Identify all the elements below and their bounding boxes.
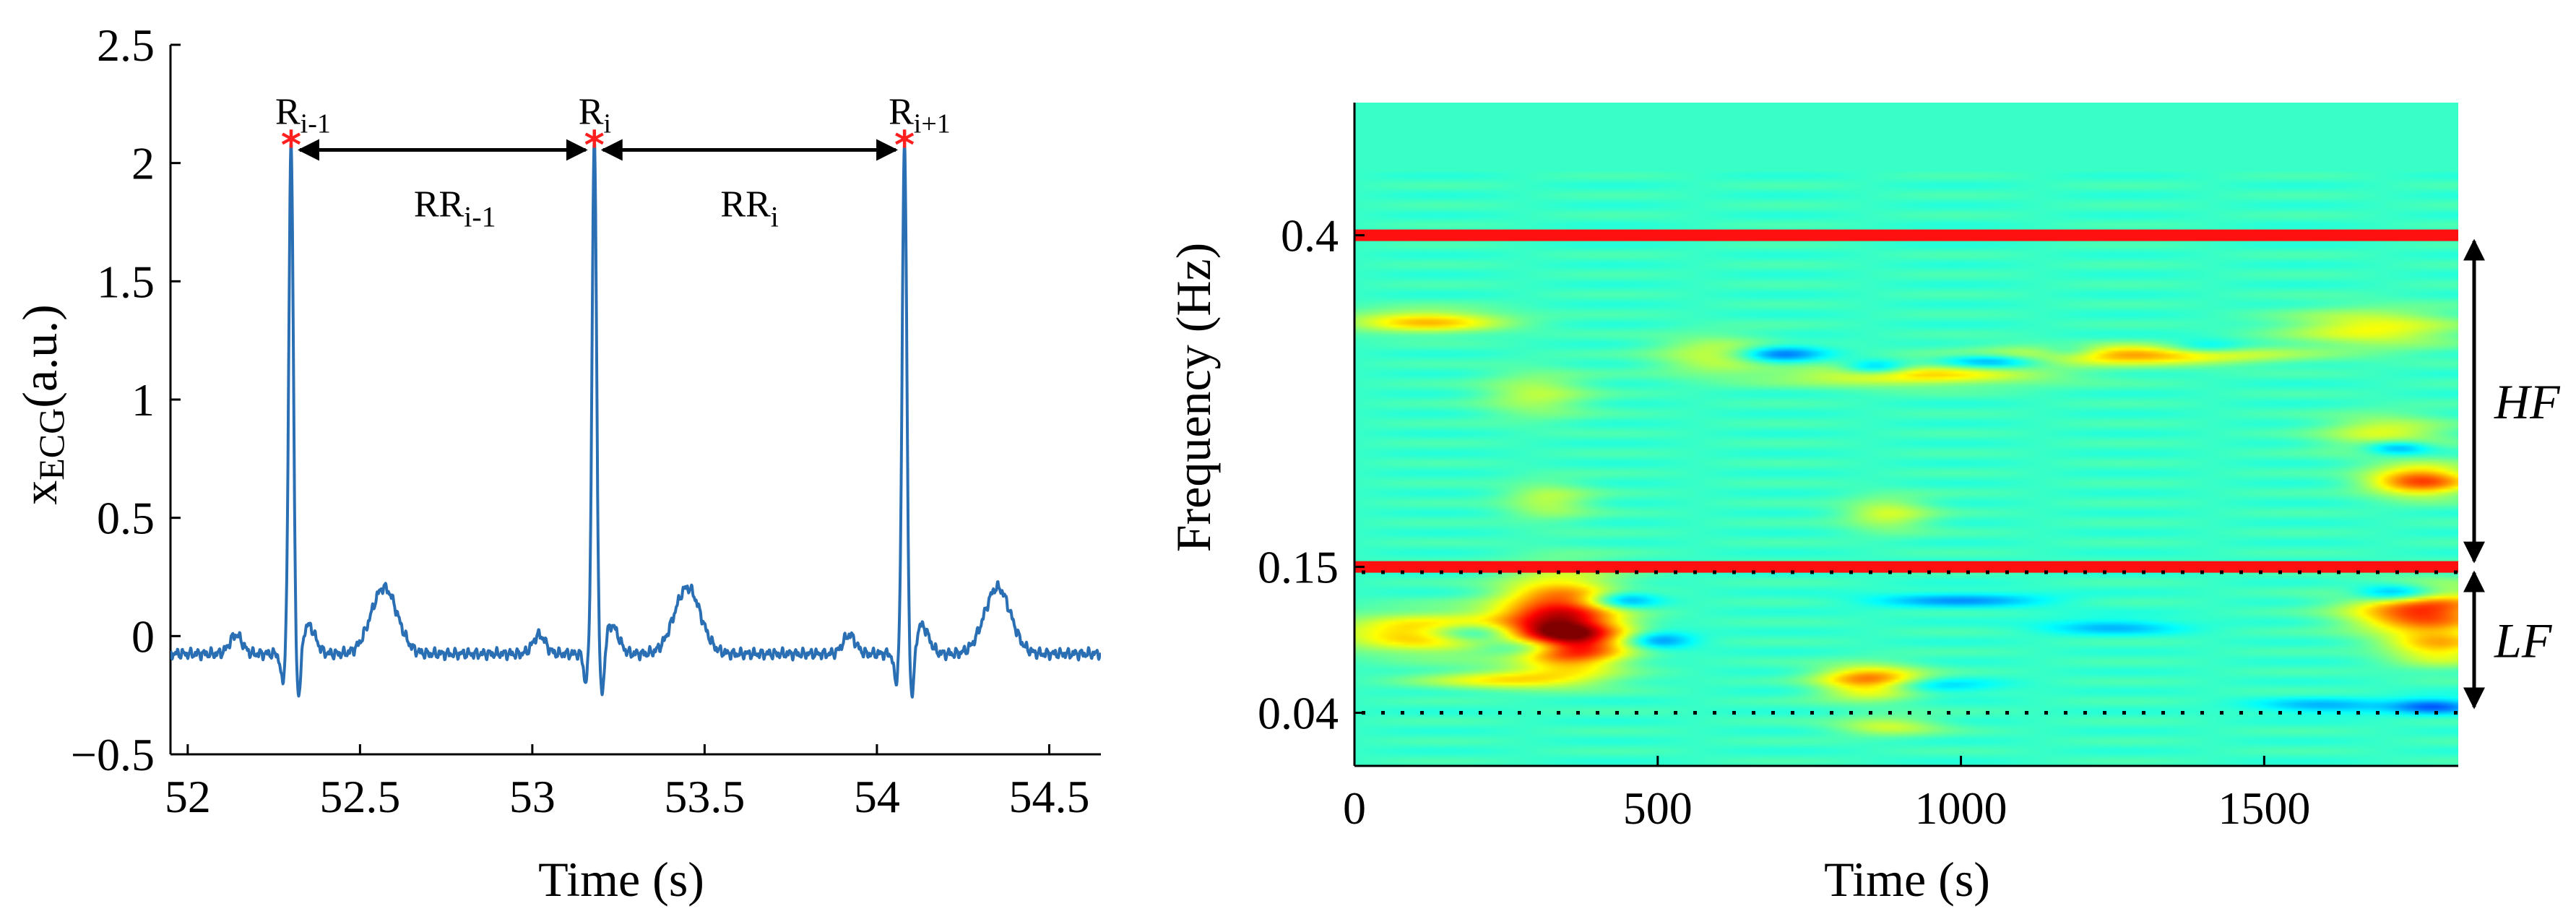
ecg-y-tick-label: −0.5 — [71, 729, 155, 780]
ecg-x-tick-label: 52.5 — [319, 771, 400, 822]
ecg-x-axis-label: Time (s) — [538, 852, 704, 907]
tf-x-tick-label: 1500 — [2218, 782, 2310, 834]
tf-y-axis-label: Frequency (Hz) — [1166, 243, 1221, 553]
ecg-y-tick-label: 0 — [131, 611, 155, 662]
ecg-y-tick-label: 1.5 — [97, 256, 155, 307]
tf-heatmap — [1354, 103, 2458, 766]
band-label: LF — [2494, 613, 2553, 668]
tf-x-tick-label: 0 — [1343, 782, 1366, 834]
band-label: HF — [2494, 374, 2561, 429]
tf-panel: 0.04 0.15 0.4 0 500 1000 1500 HF LF Time (s) F… — [1166, 103, 2561, 907]
ecg-x-tick-label: 54.5 — [1008, 771, 1089, 822]
tf-y-tick-label: 0.4 — [1281, 210, 1339, 262]
r-peak-label: Ri+1 — [889, 91, 951, 139]
tf-y-tick-label: 0.15 — [1258, 542, 1339, 593]
tf-y-tick-label: 0.04 — [1258, 688, 1339, 739]
ecg-y-tick-label: 0.5 — [97, 493, 155, 544]
band-lines — [1354, 229, 2458, 715]
ecg-y-ticks: −0.5 0 0.5 1 1.5 2 2.5 — [71, 20, 181, 780]
ecg-panel: −0.5 0 0.5 1 1.5 2 2.5 52 52.5 53 53.5 54 54.5 *Ri-… — [12, 20, 1101, 907]
r-peak-label: Ri-1 — [275, 91, 331, 139]
ecg-x-ticks: 52 52.5 53 53.5 54 54.5 — [165, 744, 1089, 822]
tf-y-ticks: 0.04 0.15 0.4 — [1258, 210, 1365, 739]
r-peak-markers: *Ri-1 *Ri *Ri+1 — [275, 91, 951, 168]
rr-label: RRi — [720, 184, 779, 233]
r-peak-label: Ri — [579, 91, 611, 139]
ecg-x-tick-label: 54 — [854, 771, 900, 822]
tf-x-tick-label: 500 — [1623, 782, 1693, 834]
ecg-trace — [170, 136, 1101, 699]
tf-x-ticks: 0 500 1000 1500 — [1343, 756, 2310, 834]
ecg-x-tick-label: 52 — [165, 771, 211, 822]
ecg-y-tick-label: 1 — [131, 374, 155, 426]
ecg-x-tick-label: 53 — [509, 771, 556, 822]
tf-x-axis-label: Time (s) — [1824, 852, 1990, 907]
rr-label: RRi-1 — [414, 184, 496, 233]
ecg-x-tick-label: 53.5 — [664, 771, 745, 822]
ecg-y-tick-label: 2 — [131, 138, 155, 189]
ecg-y-axis-label: xECG(a.u.) — [12, 304, 72, 504]
ecg-y-tick-label: 2.5 — [97, 20, 155, 71]
band-brackets: HF LF — [2463, 238, 2561, 710]
rr-interval-arrows: RRi-1 RRi — [297, 139, 899, 233]
tf-x-tick-label: 1000 — [1915, 782, 2007, 834]
